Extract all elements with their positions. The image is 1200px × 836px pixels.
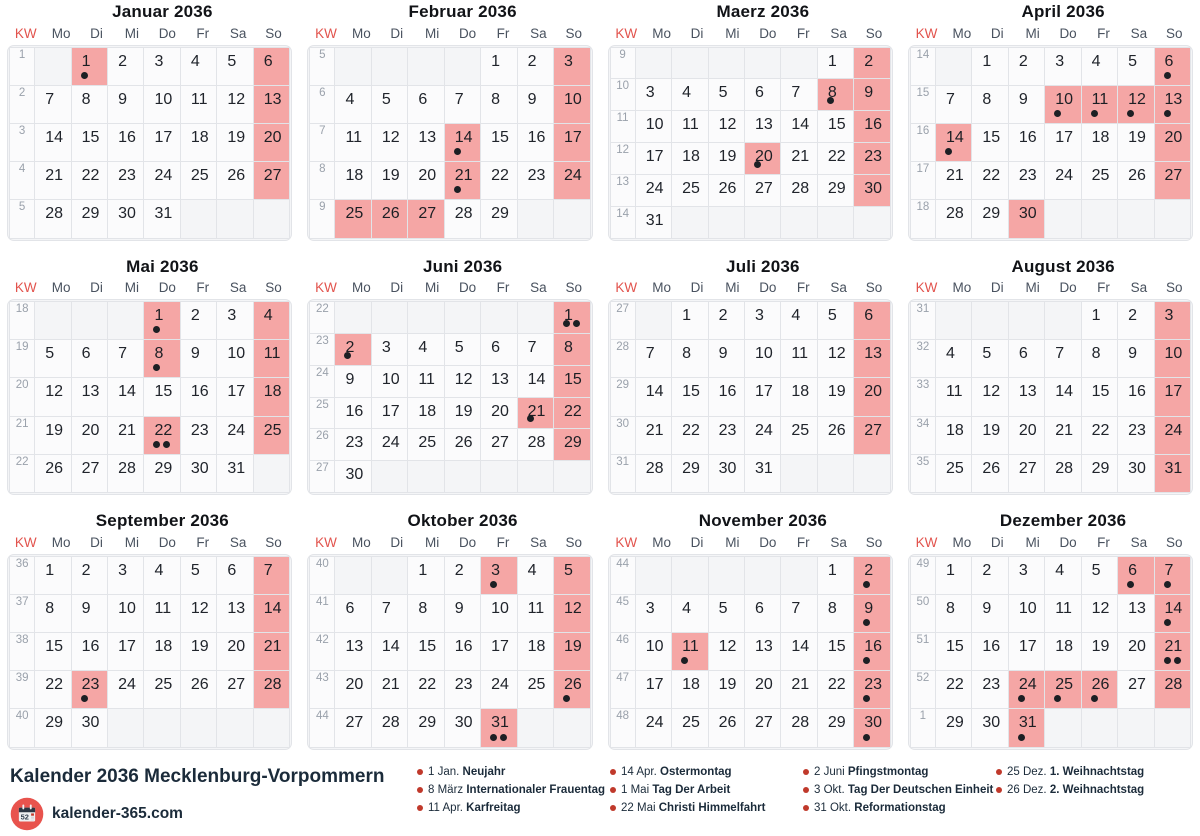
- svg-text:52: 52: [21, 812, 29, 821]
